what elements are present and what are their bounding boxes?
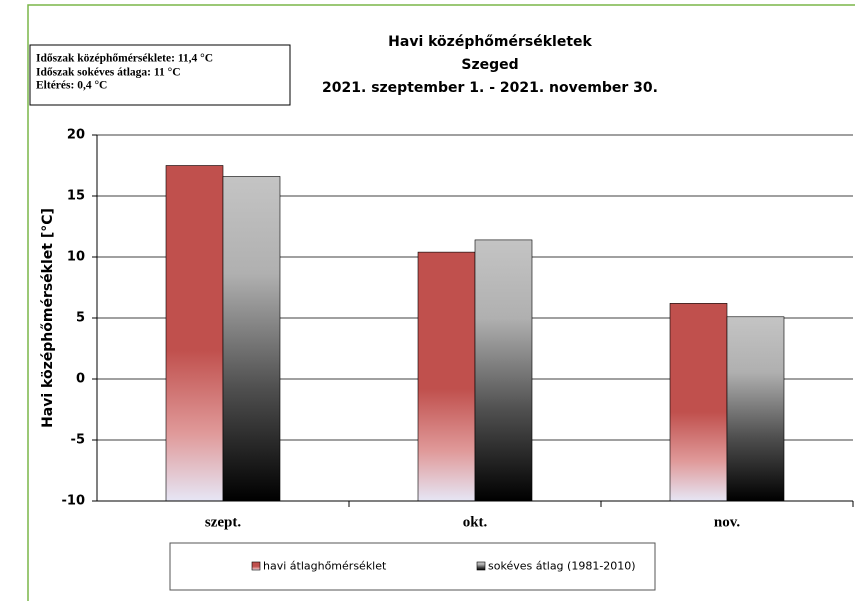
annotation: Időszak középhőmérséklete: 11,4 °C [36,53,213,65]
y-tick-label: 0 [76,372,85,387]
legend-label: sokéves átlag (1981-2010) [488,560,636,573]
bar [417,251,476,502]
chart-period: 2021. szeptember 1. - 2021. november 30. [322,80,658,96]
chart-subtitle: Szeged [461,57,518,73]
annotation: Eltérés: 0,4 °C [36,80,107,92]
y-tick-label: 5 [76,311,85,326]
info-box [29,44,291,106]
y-tick-label: -10 [62,494,86,509]
bar [222,176,281,502]
x-tick-label: okt. [463,514,488,530]
legend [169,542,656,591]
y-tick-label: 20 [67,128,85,143]
bar [669,303,728,502]
annotation: Időszak sokéves átlaga: 11 °C [36,67,181,79]
legend-swatch [476,561,486,571]
chart-title: Havi középhőmérsékletek [388,34,592,50]
x-tick-label: nov. [714,514,741,530]
bar [726,316,785,502]
bar [474,239,533,502]
frame [27,4,855,601]
bar [165,165,224,502]
legend-swatch [251,561,261,571]
x-tick-label: szept. [205,514,241,530]
y-tick-label: 15 [67,189,85,204]
y-axis-label: Havi középhőmérséklet [°C] [40,208,56,428]
y-tick-label: 10 [67,250,85,265]
y-tick-label: -5 [71,433,85,448]
legend-label: havi átlaghőmérséklet [263,560,387,573]
